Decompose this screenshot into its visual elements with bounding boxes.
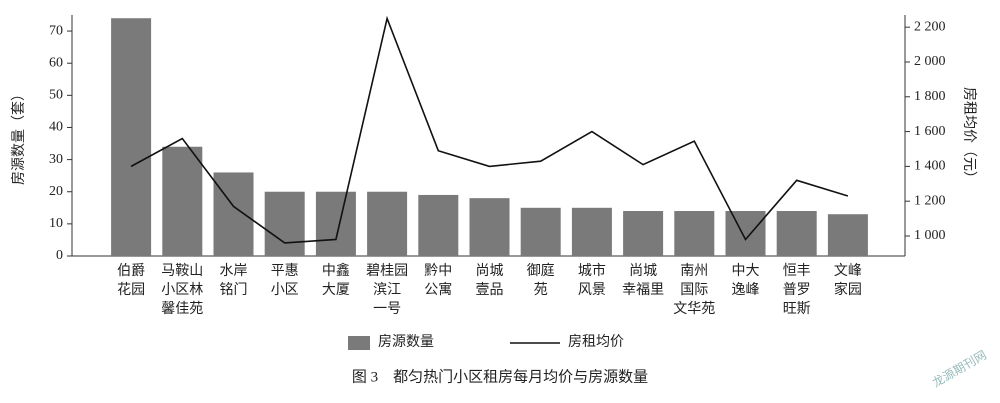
x-tick-label: 公寓 (424, 281, 452, 298)
bar (264, 191, 305, 256)
y2-tick-label: 1 400 (914, 159, 946, 174)
x-tick-label: 平惠 (271, 263, 299, 279)
x-tick-label: 普罗 (783, 282, 811, 298)
x-tick-label: 南州 (680, 263, 708, 279)
y-axis-label: 房源数量（套） (11, 87, 27, 185)
y2-axis-label: 房租均价（元） (961, 87, 977, 185)
x-tick-label: 国际 (680, 282, 708, 298)
y-tick-label: 70 (49, 23, 63, 38)
x-tick-label: 尚城 (629, 263, 657, 279)
y2-tick-label: 2 000 (914, 54, 946, 69)
y-tick-label: 0 (56, 248, 63, 263)
x-tick-label: 大厦 (322, 282, 350, 298)
y-tick-label: 60 (49, 55, 63, 70)
bar (162, 146, 203, 256)
x-tick-label: 旺斯 (783, 301, 811, 317)
legend-label: 房租均价 (568, 334, 624, 350)
watermark: 龙源期刊网 (930, 348, 989, 390)
line (130, 15, 849, 244)
bar (520, 207, 561, 256)
bar (776, 211, 817, 256)
y2-tick-label: 1 200 (914, 193, 946, 208)
y-tick-label: 10 (49, 216, 63, 231)
x-tick-label: 逸峰 (732, 282, 760, 298)
bar (623, 211, 664, 256)
bar (367, 191, 408, 256)
x-tick-label: 馨佳苑 (161, 301, 203, 317)
y-tick-label: 20 (49, 184, 63, 199)
x-tick-label: 水岸 (220, 263, 248, 279)
bar (725, 211, 766, 256)
x-tick-label: 小区林 (161, 282, 203, 298)
x-tick-label: 尚城 (476, 263, 504, 279)
legend-label: 房源数量 (378, 334, 434, 350)
x-tick-label: 伯爵 (117, 263, 145, 279)
x-tick-label: 苑 (534, 282, 548, 298)
x-tick-label: 一号 (373, 302, 401, 317)
y2-tick-label: 1 000 (914, 228, 946, 243)
x-tick-label: 花园 (117, 282, 145, 298)
x-tick-label: 碧桂园 (366, 263, 408, 279)
x-tick-label: 小区 (271, 282, 299, 298)
bar (674, 211, 715, 256)
y2-tick-label: 1 600 (914, 124, 946, 139)
bar (571, 207, 612, 256)
y-tick-label: 50 (49, 88, 63, 103)
x-tick-label: 壹品 (476, 282, 504, 298)
y-tick-label: 40 (49, 120, 63, 135)
x-tick-label: 御庭 (527, 262, 555, 279)
x-tick-label: 恒丰 (783, 263, 811, 279)
bar (315, 191, 356, 256)
x-tick-label: 马鞍山 (161, 263, 203, 279)
bar (418, 194, 459, 256)
x-tick-label: 黔中 (424, 263, 452, 279)
y-tick-label: 30 (49, 152, 63, 167)
y2-tick-label: 2 200 (914, 19, 946, 34)
bar (213, 172, 254, 256)
bar (827, 214, 868, 256)
x-tick-label: 文峰 (834, 263, 862, 279)
x-tick-label: 中大 (732, 263, 760, 279)
x-tick-label: 铭门 (220, 282, 248, 298)
x-tick-label: 幸福里 (622, 282, 664, 298)
bar (111, 18, 152, 256)
x-tick-label: 中鑫 (322, 262, 350, 279)
x-tick-label: 滨江 (373, 282, 401, 298)
x-tick-label: 风景 (578, 283, 606, 298)
caption: 图 3 都匀热门小区租房每月均价与房源数量 (352, 368, 648, 385)
y2-tick-label: 1 800 (914, 89, 946, 104)
x-tick-label: 城市 (578, 262, 606, 279)
bar (469, 198, 510, 256)
legend-swatch (348, 336, 370, 350)
x-tick-label: 文华苑 (673, 301, 715, 317)
x-tick-label: 家园 (834, 281, 862, 298)
